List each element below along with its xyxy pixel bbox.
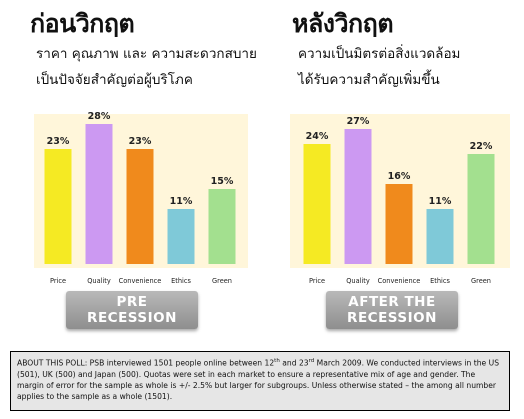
panel-heading: หลังวิกฤต bbox=[292, 9, 394, 38]
data-label: 15% bbox=[211, 176, 234, 187]
data-label: 16% bbox=[388, 171, 411, 182]
x-tick-label: Price bbox=[309, 277, 325, 285]
after-recession-panel: หลังวิกฤต ความเป็นมิตรต่อสิ่งแวดล้อม ได้… bbox=[262, 0, 524, 340]
bar-green bbox=[467, 154, 495, 264]
badge-line1: AFTER THE bbox=[348, 294, 436, 310]
pre-recession-panel: ก่อนวิกฤต ราคา คุณภาพ และ ความสะดวกสบาย … bbox=[0, 0, 262, 340]
data-label: 28% bbox=[88, 111, 111, 122]
panel-subtitle-line1: ความเป็นมิตรต่อสิ่งแวดล้อม bbox=[298, 46, 461, 62]
panel-subtitle-line2: เป็นปัจจัยสำคัญต่อผู้บริโภค bbox=[36, 72, 193, 88]
data-label: 23% bbox=[47, 136, 70, 147]
x-tick-label: Quality bbox=[346, 277, 370, 285]
bar-price bbox=[303, 144, 331, 264]
data-label: 11% bbox=[170, 196, 193, 207]
x-tick-label: Ethics bbox=[171, 277, 191, 285]
badge-line2: RECESSION bbox=[347, 310, 437, 326]
x-tick-label: Ethics bbox=[430, 277, 450, 285]
pre-recession-badge: PRE RECESSION bbox=[66, 291, 198, 329]
after-recession-bar-chart: 24% Price 27% Quality 16% Convenience 11% Ethic… bbox=[290, 114, 510, 285]
x-tick-label: Quality bbox=[87, 277, 111, 285]
data-label: 27% bbox=[347, 116, 370, 127]
bar-green bbox=[208, 189, 236, 264]
bar-convenience bbox=[385, 184, 413, 264]
x-tick-label: Convenience bbox=[378, 277, 421, 285]
poll-methodology-note: ABOUT THIS POLL: PSB interviewed 1501 pe… bbox=[10, 351, 510, 411]
x-tick-label: Price bbox=[50, 277, 66, 285]
data-label: 24% bbox=[306, 131, 329, 142]
panel-subtitle-line2: ได้รับความสำคัญเพิ่มขึ้น bbox=[298, 72, 440, 88]
bar-ethics bbox=[426, 209, 454, 264]
bar-price bbox=[44, 149, 72, 264]
after-recession-badge: AFTER THE RECESSION bbox=[326, 291, 458, 329]
data-label: 22% bbox=[470, 141, 493, 152]
pre-recession-bar-chart: 23% Price 28% Quality 23% Convenience 11% Ethic… bbox=[34, 111, 248, 285]
badge-line2: RECESSION bbox=[87, 310, 177, 326]
bar-ethics bbox=[167, 209, 195, 264]
x-tick-label: Green bbox=[471, 277, 491, 285]
data-label: 23% bbox=[129, 136, 152, 147]
panel-heading: ก่อนวิกฤต bbox=[30, 9, 135, 38]
bar-convenience bbox=[126, 149, 154, 264]
x-tick-label: Convenience bbox=[119, 277, 162, 285]
panel-subtitle-line1: ราคา คุณภาพ และ ความสะดวกสบาย bbox=[36, 46, 257, 62]
badge-line1: PRE bbox=[116, 294, 148, 310]
bar-quality bbox=[344, 129, 372, 264]
bar-quality bbox=[85, 124, 113, 264]
data-label: 11% bbox=[429, 196, 452, 207]
x-tick-label: Green bbox=[212, 277, 232, 285]
